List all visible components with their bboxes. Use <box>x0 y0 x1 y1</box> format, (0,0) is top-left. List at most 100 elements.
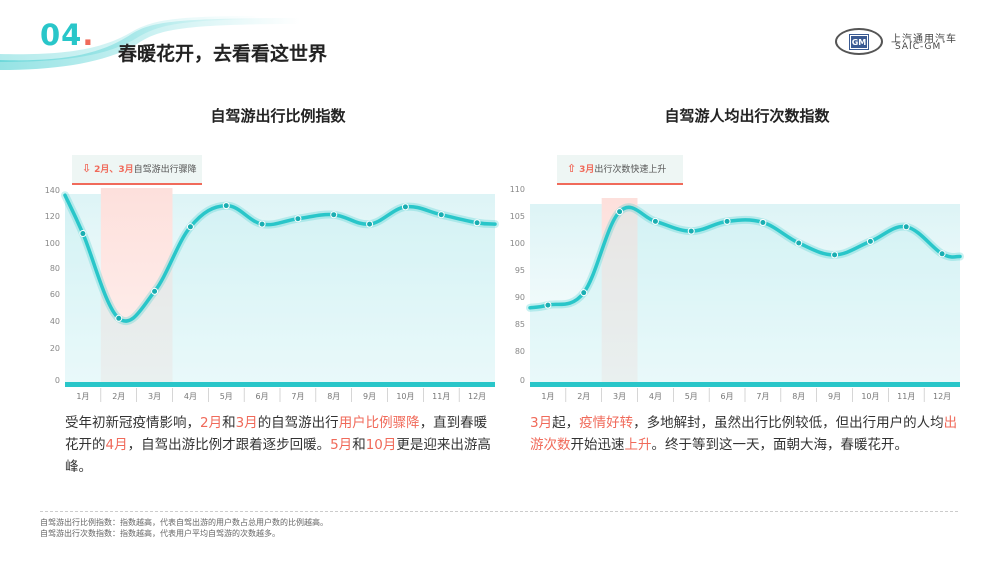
left-description-segment: 10月 <box>365 437 397 453</box>
left-chart-data-point <box>401 203 409 211</box>
right-chart-data-point <box>723 217 731 225</box>
right-chart-y-tick-label: 95 <box>515 266 525 275</box>
left-chart-y-tick-label: 40 <box>50 317 60 326</box>
right-chart-data-point <box>831 251 839 259</box>
right-chart-y-tick-label: 110 <box>510 185 525 194</box>
right-chart-data-point <box>544 301 552 309</box>
right-description-segment: 3月 <box>530 415 553 431</box>
right-chart-highlight-band <box>601 198 638 382</box>
right-chart-data-point <box>687 227 695 235</box>
gm-mark: GM <box>849 34 869 50</box>
left-chart-x-tick-label: 5月 <box>220 392 233 401</box>
right-callout-text: 出行次数快速上升 <box>594 165 667 175</box>
left-chart-data-point <box>115 314 123 322</box>
left-description-segment: 更是迎来出游高峰。 <box>65 437 491 475</box>
right-chart-data-point <box>795 239 803 247</box>
right-chart-data-point <box>651 217 659 225</box>
right-chart-x-tick-label: 9月 <box>828 392 841 401</box>
right-chart-y-tick-label: 0 <box>520 376 525 385</box>
left-chart-y-tick-label: 20 <box>50 344 60 353</box>
right-chart-data-point <box>616 208 624 216</box>
down-arrow-icon: ⇩ <box>82 162 92 175</box>
section-number: 04. <box>40 18 95 52</box>
right-chart-x-axis <box>530 382 960 387</box>
footer-divider <box>40 511 958 512</box>
left-chart-y-tick-label: 80 <box>50 264 60 273</box>
right-chart-x-tick-label: 5月 <box>685 392 698 401</box>
left-description-segment: 和 <box>352 437 366 453</box>
left-chart-x-tick-label: 7月 <box>291 392 304 401</box>
right-chart-x-tick-label: 10月 <box>861 392 879 401</box>
right-callout-highlight: 3月 <box>579 165 595 175</box>
right-description-segment: 开始迅速 <box>570 437 625 453</box>
left-chart-data-point <box>186 223 194 231</box>
left-chart-x-axis <box>65 382 495 387</box>
right-description-segment: 。终于等到这一天，面朝大海，春暖花开。 <box>651 437 909 453</box>
left-chart-x-tick-label: 3月 <box>148 392 161 401</box>
left-chart-y-tick-label: 0 <box>55 376 60 385</box>
left-chart-x-tick-label: 12月 <box>468 392 486 401</box>
left-chart-data-point <box>437 211 445 219</box>
brand-name-en: SAIC-GM <box>895 42 942 52</box>
right-description-segment: 出游次数 <box>530 415 958 453</box>
left-chart-y-tick-label: 140 <box>45 186 60 195</box>
right-chart-y-tick-label: 85 <box>515 320 525 329</box>
left-description-segment: 5月 <box>330 437 353 453</box>
right-chart-data-point <box>938 250 946 258</box>
right-chart-x-tick-label: 2月 <box>577 392 590 401</box>
brand-logo: GM 上汽通用汽车 SAIC-GM <box>835 28 965 56</box>
right-chart-x-tick-label: 11月 <box>897 392 915 401</box>
left-description-segment: 的自驾游出行 <box>257 415 339 431</box>
left-chart-x-tick-label: 4月 <box>184 392 197 401</box>
left-chart-y-tick-label: 100 <box>45 239 60 248</box>
right-chart-series-line <box>528 205 962 310</box>
right-chart-x-tick-label: 6月 <box>721 392 734 401</box>
left-description: 受年初新冠疫情影响，2月和3月的自驾游出行用户比例骤降，直到春暖花开的4月，自驾… <box>65 412 500 478</box>
left-chart-data-point <box>79 230 87 238</box>
left-chart-data-point <box>151 287 159 295</box>
left-chart-y-tick-label: 60 <box>50 290 60 299</box>
right-chart-y-tick-label: 90 <box>515 293 525 302</box>
right-callout: ⇧ 3月出行次数快速上升 <box>557 155 683 185</box>
left-chart-x-tick-label: 9月 <box>363 392 376 401</box>
footnote-count-index: 自驾游出行次数指数：指数越高，代表用户平均自驾游的次数越多。 <box>40 529 280 538</box>
right-chart-data-point <box>866 237 874 245</box>
left-description-segment: 2月 <box>200 415 223 431</box>
left-description-segment: 用户比例骤降 <box>338 415 420 431</box>
right-chart-x-tick-label: 4月 <box>649 392 662 401</box>
brand-name-cn: 上汽通用汽车 <box>891 34 957 45</box>
left-callout: ⇩ 2月、3月自驾游出行骤降 <box>72 155 202 185</box>
right-chart-title: 自驾游人均出行次数指数 <box>630 106 864 132</box>
left-chart-title: 自驾游出行比例指数 <box>177 106 379 132</box>
left-callout-text: 自驾游出行骤降 <box>133 165 197 175</box>
right-chart-x-tick-label: 8月 <box>792 392 805 401</box>
section-number-dot: . <box>82 18 95 52</box>
right-description-segment: 起， <box>552 415 580 431</box>
footnote-ratio-index: 自驾游出行比例指数：指数越高，代表自驾出游的用户数占总用户数的比例越高。 <box>40 518 328 527</box>
right-chart-data-point <box>759 218 767 226</box>
left-chart-data-point <box>473 219 481 227</box>
right-description-segment: 疫情好转 <box>579 415 634 431</box>
right-chart-x-tick-label: 12月 <box>933 392 951 401</box>
left-description-segment: 4月 <box>105 437 128 453</box>
left-description-segment: 受年初新冠疫情影响， <box>65 415 200 431</box>
left-chart-x-tick-label: 11月 <box>432 392 450 401</box>
right-chart-x-tick-label: 7月 <box>756 392 769 401</box>
header-swoosh <box>0 16 300 70</box>
left-description-segment: ，直到春暖花开的 <box>65 415 488 453</box>
left-line-chart: 0 20 40 60 80 100 120 140 1月 2月 3月 4月 5月 6月 7月 8月 9月 10月 1… <box>45 186 499 402</box>
left-description-segment: 3月 <box>235 415 258 431</box>
left-chart-data-point <box>330 211 338 219</box>
right-chart-x-tick-label: 1月 <box>541 392 554 401</box>
left-chart-y-tick-label: 120 <box>45 212 60 221</box>
left-chart-x-tick-label: 1月 <box>76 392 89 401</box>
right-chart-data-point <box>902 223 910 231</box>
left-chart-data-point <box>366 220 374 228</box>
left-chart-data-point <box>294 215 302 223</box>
right-chart-y-tick-label: 80 <box>515 347 525 356</box>
left-description-segment: ，自驾出游比例才跟着逐步回暖。 <box>127 437 331 453</box>
left-chart-line-area <box>65 195 495 382</box>
right-chart-data-point <box>580 289 588 297</box>
left-description-segment: 和 <box>222 415 236 431</box>
right-chart-y-tick-label: 105 <box>510 212 525 221</box>
